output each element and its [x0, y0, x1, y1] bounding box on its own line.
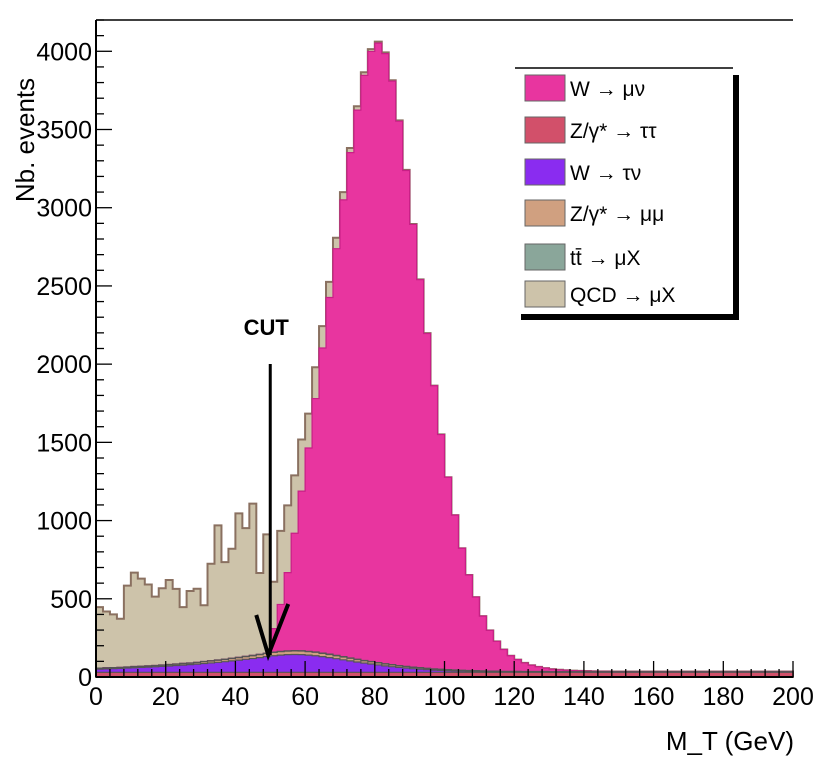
cut-arrow-head	[254, 603, 291, 662]
x-tick-label: 40	[221, 683, 249, 711]
legend-label-5: tt̄ → μX	[570, 247, 640, 270]
legend: W → μν Z/γ* → ττ W → τν Z/γ* → μμ tt̄ → μX QC…	[515, 67, 739, 320]
x-tick-label: 100	[424, 683, 466, 711]
x-tick-label: 0	[89, 683, 103, 711]
legend-label-1: W → μν	[570, 78, 645, 101]
x-axis-title: M_T (GeV)	[666, 726, 794, 756]
legend-box	[515, 68, 733, 314]
cut-label: CUT	[244, 315, 290, 340]
legend-label-3: W → τν	[570, 162, 641, 185]
x-tick-label: 60	[291, 683, 319, 711]
legend-label-6: QCD → μX	[570, 284, 675, 307]
y-tick-label: 2000	[36, 351, 92, 379]
cut-annotation: CUT	[244, 315, 291, 662]
x-tick-label: 80	[361, 683, 389, 711]
y-tick-label: 1000	[36, 508, 92, 536]
y-tick-label: 2500	[36, 273, 92, 301]
x-tick-label: 140	[563, 683, 605, 711]
x-tick-label: 120	[493, 683, 535, 711]
legend-swatch-3	[524, 158, 566, 186]
legend-swatch-6	[524, 280, 566, 308]
y-tick-label: 3000	[36, 195, 92, 223]
legend-swatch-1	[524, 74, 566, 102]
legend-label-2: Z/γ* → ττ	[570, 120, 657, 143]
histogram-layer	[95, 40, 794, 678]
legend-swatch-4	[524, 199, 566, 227]
y-tick-label: 1500	[36, 429, 92, 457]
x-tick-label: 200	[772, 683, 814, 711]
x-tick-label: 20	[152, 683, 180, 711]
x-tick-label: 160	[633, 683, 675, 711]
legend-swatch-5	[524, 243, 566, 271]
legend-swatch-2	[524, 116, 566, 144]
legend-label-4: Z/γ* → μμ	[570, 203, 664, 226]
y-tick-label: 3500	[36, 117, 92, 145]
y-tick-label: 500	[50, 586, 92, 614]
ticks: 0 20 40 60 80 100 120 140 160 180 2000500100015002…	[36, 19, 814, 711]
y-tick-label: 0	[78, 664, 92, 692]
y-axis-title: Nb. events	[10, 78, 40, 202]
y-tick-label: 4000	[36, 38, 92, 66]
x-tick-label: 180	[702, 683, 744, 711]
